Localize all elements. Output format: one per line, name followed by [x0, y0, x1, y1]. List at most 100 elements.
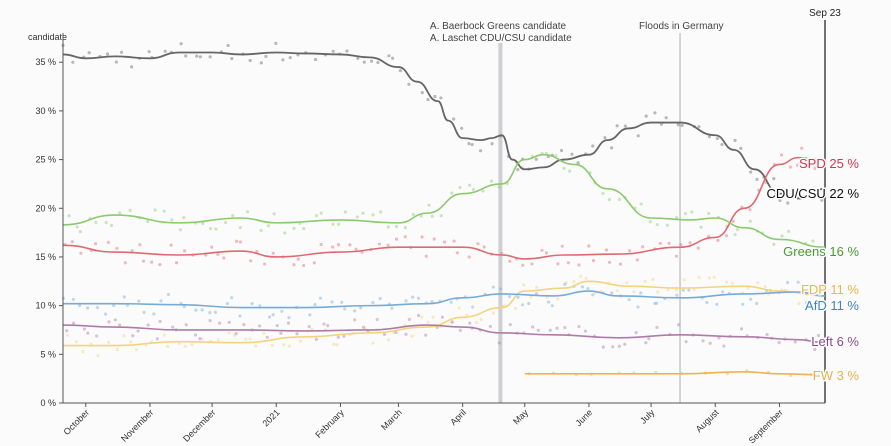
poll-dot-greens: [355, 215, 359, 219]
poll-dot-cdu-csu: [105, 52, 110, 56]
poll-dot-cdu-csu: [439, 96, 443, 100]
poll-dot-left: [86, 331, 90, 335]
poll-dot-left: [536, 328, 540, 332]
poll-dot-fdp: [232, 333, 237, 338]
poll-dot-fdp: [420, 315, 424, 319]
poll-dot-afd: [507, 295, 512, 299]
poll-dot-spd: [70, 240, 74, 244]
poll-dot-cdu-csu: [184, 54, 188, 58]
poll-dot-spd: [577, 263, 581, 267]
poll-dot-greens: [554, 154, 558, 158]
poll-dot-fdp: [651, 277, 655, 281]
poll-dot-spd: [566, 261, 570, 265]
poll-dot-spd: [377, 242, 382, 246]
poll-dot-spd: [210, 245, 214, 249]
poll-dot-left: [416, 313, 421, 318]
poll-dot-spd: [331, 245, 335, 249]
poll-dot-greens: [403, 226, 408, 230]
x-tick-label: September: [747, 407, 785, 445]
series-label-fw: FW 3 %: [813, 368, 860, 383]
poll-dot-left: [208, 319, 212, 323]
poll-dot-greens: [109, 223, 114, 228]
poll-dot-spd: [815, 162, 820, 166]
poll-dot-left: [326, 324, 330, 328]
poll-dot-greens: [292, 226, 296, 230]
poll-dot-left: [198, 337, 202, 341]
poll-dot-greens: [314, 213, 319, 218]
poll-dot-greens: [733, 232, 737, 237]
poll-dot-cdu-csu: [198, 55, 202, 59]
poll-dot-left: [218, 321, 222, 325]
poll-dot-left: [314, 337, 319, 341]
poll-dot-left: [258, 324, 262, 328]
poll-dot-afd: [137, 299, 141, 303]
poll-dot-cdu-csu: [778, 198, 782, 203]
poll-dot-greens: [811, 239, 815, 243]
poll-dot-greens: [224, 220, 228, 225]
poll-dot-left: [407, 317, 411, 322]
poll-dot-afd: [159, 299, 163, 303]
poll-dot-fdp: [81, 349, 85, 354]
poll-dot-afd: [378, 296, 382, 301]
poll-dot-fdp: [335, 343, 339, 347]
poll-dot-afd: [230, 296, 234, 300]
poll-dot-spd: [641, 245, 645, 249]
poll-dot-fdp: [692, 288, 696, 292]
poll-dot-cdu-csu: [623, 124, 627, 128]
poll-dot-afd: [627, 298, 631, 302]
poll-dot-greens: [371, 213, 375, 217]
poll-dot-fdp: [763, 285, 767, 289]
poll-dot-spd: [688, 241, 692, 245]
poll-dot-cdu-csu: [369, 59, 374, 63]
poll-dot-spd: [235, 239, 239, 243]
poll-dot-afd: [200, 308, 204, 312]
poll-dot-spd: [540, 248, 544, 252]
y-tick-label: 25 %: [35, 155, 56, 165]
poll-dot-left: [623, 342, 627, 346]
poll-dot-fdp: [190, 343, 194, 347]
poll-dot-fdp: [805, 288, 809, 292]
poll-dot-cdu-csu: [559, 148, 564, 153]
poll-dot-fdp: [450, 320, 455, 324]
poll-dot-afd: [208, 311, 212, 315]
poll-dot-greens: [819, 254, 823, 258]
poll-dot-spd: [800, 146, 804, 150]
poll-dot-fdp: [756, 281, 760, 285]
poll-dot-cdu-csu: [208, 55, 212, 59]
poll-dot-cdu-csu: [697, 125, 701, 129]
poll-dot-cdu-csu: [362, 60, 366, 64]
event-band: [498, 43, 503, 403]
poll-dot-left: [655, 325, 659, 330]
poll-dot-fdp: [584, 276, 588, 280]
poll-dot-left: [508, 322, 512, 327]
poll-dot-afd: [804, 301, 809, 305]
poll-dot-greens: [266, 224, 271, 228]
poll-dot-spd: [169, 243, 173, 247]
poll-dot-greens: [450, 191, 454, 195]
poll-dot-afd: [705, 300, 709, 305]
poll-dot-greens: [153, 208, 157, 212]
poll-dot-greens: [104, 220, 108, 225]
poll-dot-left: [765, 332, 769, 337]
poll-dot-cdu-csu: [664, 116, 668, 120]
poll-dot-greens: [118, 211, 122, 215]
poll-dot-afd: [225, 302, 230, 306]
poll-dot-cdu-csu: [720, 142, 724, 147]
poll-dot-spd: [635, 258, 639, 262]
poll-dot-afd: [610, 291, 614, 295]
x-tick-label: 2021: [260, 407, 281, 428]
poll-dot-left: [286, 321, 291, 325]
poll-dot-spd: [716, 238, 720, 242]
poll-dot-fdp: [122, 334, 126, 338]
poll-dot-cdu-csu: [570, 152, 574, 156]
poll-dot-left: [531, 325, 535, 329]
poll-dot-afd: [142, 310, 146, 314]
poll-dot-afd: [71, 297, 75, 302]
poll-dot-spd: [249, 259, 253, 263]
poll-dot-fdp: [810, 285, 815, 289]
poll-dot-greens: [182, 216, 186, 220]
poll-dot-afd: [313, 302, 317, 307]
poll-dot-left: [117, 323, 122, 327]
poll-dot-left: [601, 345, 605, 349]
